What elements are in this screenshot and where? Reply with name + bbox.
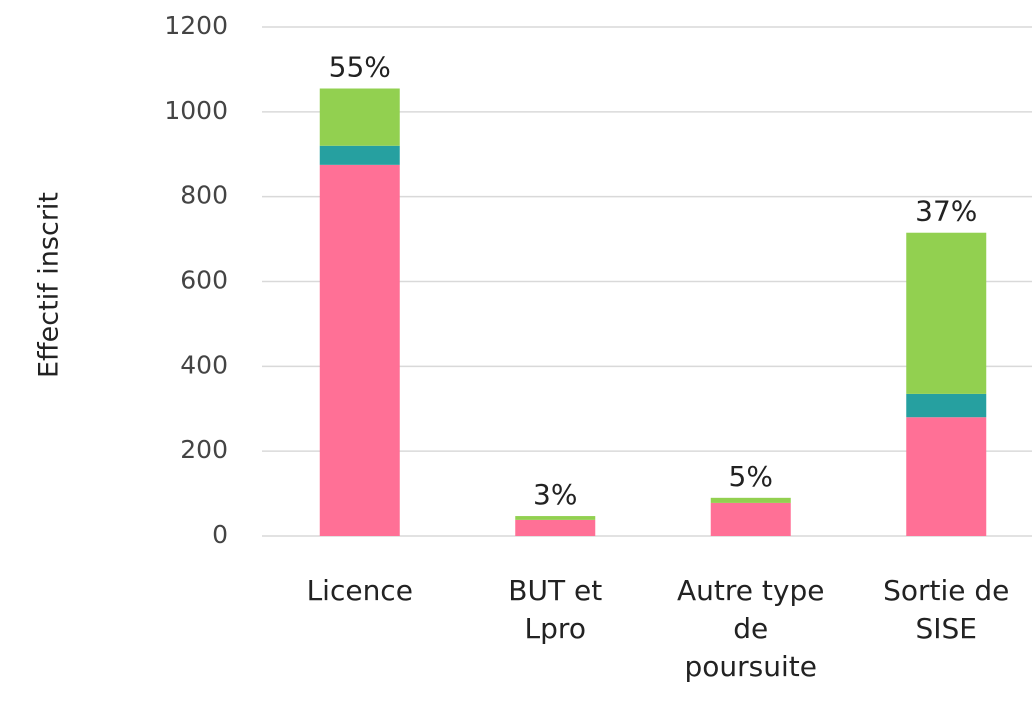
bar-annotation: 55% <box>329 51 391 84</box>
bar-segment <box>710 497 791 503</box>
bar-segment <box>515 516 596 520</box>
bar-segment <box>319 164 400 536</box>
y-tick-label: 0 <box>212 520 228 549</box>
y-axis-label: Effectif inscrit <box>34 192 65 378</box>
bar-segment <box>710 502 791 536</box>
bar-segment <box>319 145 400 165</box>
x-tick-label: Licence <box>307 574 413 607</box>
y-tick-label: 400 <box>180 350 228 379</box>
x-tick-label: BUT et Lpro <box>508 574 602 645</box>
bar-segment <box>515 519 596 536</box>
bar-segment <box>906 417 987 536</box>
y-tick-label: 1200 <box>164 11 228 40</box>
bar-annotation: 3% <box>533 478 577 511</box>
bar-segment <box>319 88 400 146</box>
y-tick-label: 200 <box>180 435 228 464</box>
y-tick-label: 1000 <box>164 96 228 125</box>
x-tick-label: Sortie de SISE <box>883 574 1009 645</box>
bar-annotation: 5% <box>729 460 773 493</box>
y-tick-label: 600 <box>180 266 228 295</box>
bar-annotation: 37% <box>915 195 977 228</box>
bar-segment <box>906 232 987 394</box>
y-tick-label: 800 <box>180 181 228 210</box>
x-tick-label: Autre type de poursuite <box>677 574 824 683</box>
bar-segment <box>906 393 987 418</box>
